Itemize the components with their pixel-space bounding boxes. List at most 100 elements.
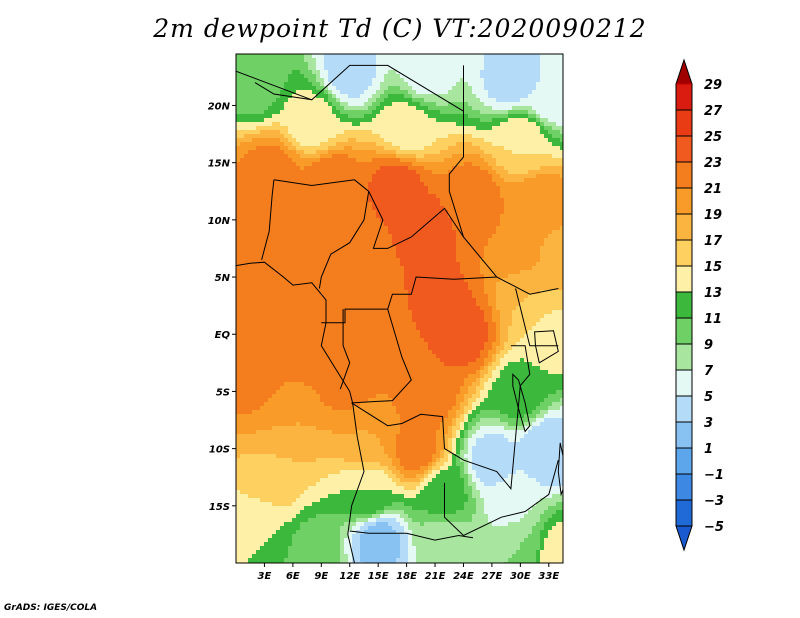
field-cell — [464, 226, 469, 231]
field-cell — [276, 110, 281, 115]
field-cell — [520, 282, 525, 287]
field-cell — [364, 134, 369, 139]
field-cell — [460, 246, 465, 251]
field-cell — [296, 278, 301, 283]
field-cell — [540, 122, 545, 127]
field-cell — [500, 206, 505, 211]
field-cell — [296, 62, 301, 67]
field-cell — [396, 98, 401, 103]
field-cell — [248, 238, 253, 243]
field-cell — [424, 210, 429, 215]
field-cell — [524, 210, 529, 215]
field-cell — [512, 262, 517, 267]
field-cell — [496, 146, 501, 151]
field-cell — [312, 258, 317, 263]
field-cell — [412, 70, 417, 75]
field-cell — [424, 174, 429, 179]
field-cell — [464, 258, 469, 263]
field-cell — [248, 166, 253, 171]
field-cell — [496, 174, 501, 179]
field-cell — [540, 54, 545, 59]
field-cell — [320, 62, 325, 67]
field-cell — [276, 150, 281, 155]
field-cell — [536, 242, 541, 247]
field-cell — [260, 90, 265, 95]
field-cell — [504, 218, 509, 223]
field-cell — [360, 98, 365, 103]
field-cell — [512, 250, 517, 255]
field-cell — [348, 198, 353, 203]
field-cell — [400, 294, 405, 299]
field-cell — [276, 282, 281, 287]
field-cell — [476, 234, 481, 239]
field-cell — [520, 274, 525, 279]
field-cell — [428, 286, 433, 291]
field-cell — [528, 158, 533, 163]
field-cell — [444, 238, 449, 243]
field-cell — [352, 162, 357, 167]
field-cell — [512, 278, 517, 283]
field-cell — [248, 54, 253, 59]
field-cell — [280, 270, 285, 275]
field-cell — [328, 62, 333, 67]
field-cell — [536, 174, 541, 179]
field-cell — [332, 122, 337, 127]
field-cell — [372, 154, 377, 159]
field-cell — [376, 294, 381, 299]
field-cell — [472, 126, 477, 131]
field-cell — [268, 190, 273, 195]
field-cell — [340, 58, 345, 63]
field-cell — [316, 86, 321, 91]
field-cell — [480, 226, 485, 231]
field-cell — [504, 162, 509, 167]
field-cell — [292, 118, 297, 123]
field-cell — [460, 110, 465, 115]
field-cell — [296, 294, 301, 299]
field-cell — [320, 166, 325, 171]
field-cell — [364, 138, 369, 143]
field-cell — [324, 226, 329, 231]
field-cell — [556, 162, 561, 167]
field-cell — [504, 282, 509, 287]
field-cell — [468, 242, 473, 247]
field-cell — [464, 134, 469, 139]
field-cell — [264, 102, 269, 107]
field-cell — [328, 162, 333, 167]
field-cell — [532, 74, 537, 79]
field-cell — [492, 94, 497, 99]
field-cell — [400, 126, 405, 131]
field-cell — [472, 62, 477, 67]
field-cell — [388, 122, 393, 127]
field-cell — [260, 86, 265, 91]
field-cell — [280, 114, 285, 119]
field-cell — [276, 186, 281, 191]
field-cell — [412, 154, 417, 159]
field-cell — [348, 114, 353, 119]
field-cell — [468, 210, 473, 215]
field-cell — [344, 150, 349, 155]
field-cell — [500, 286, 505, 291]
field-cell — [432, 194, 437, 199]
field-cell — [468, 174, 473, 179]
field-cell — [292, 162, 297, 167]
field-cell — [300, 114, 305, 119]
field-cell — [248, 222, 253, 227]
field-cell — [296, 258, 301, 263]
field-cell — [368, 202, 373, 207]
field-cell — [256, 110, 261, 115]
field-cell — [352, 110, 357, 115]
field-cell — [252, 66, 257, 71]
field-cell — [416, 258, 421, 263]
field-cell — [340, 242, 345, 247]
field-cell — [280, 130, 285, 135]
field-cell — [304, 222, 309, 227]
field-cell — [364, 286, 369, 291]
field-cell — [244, 278, 249, 283]
field-cell — [292, 178, 297, 183]
field-cell — [300, 82, 305, 87]
field-cell — [356, 266, 361, 271]
field-cell — [452, 270, 457, 275]
field-cell — [360, 58, 365, 63]
field-cell — [536, 162, 541, 167]
field-cell — [248, 126, 253, 131]
